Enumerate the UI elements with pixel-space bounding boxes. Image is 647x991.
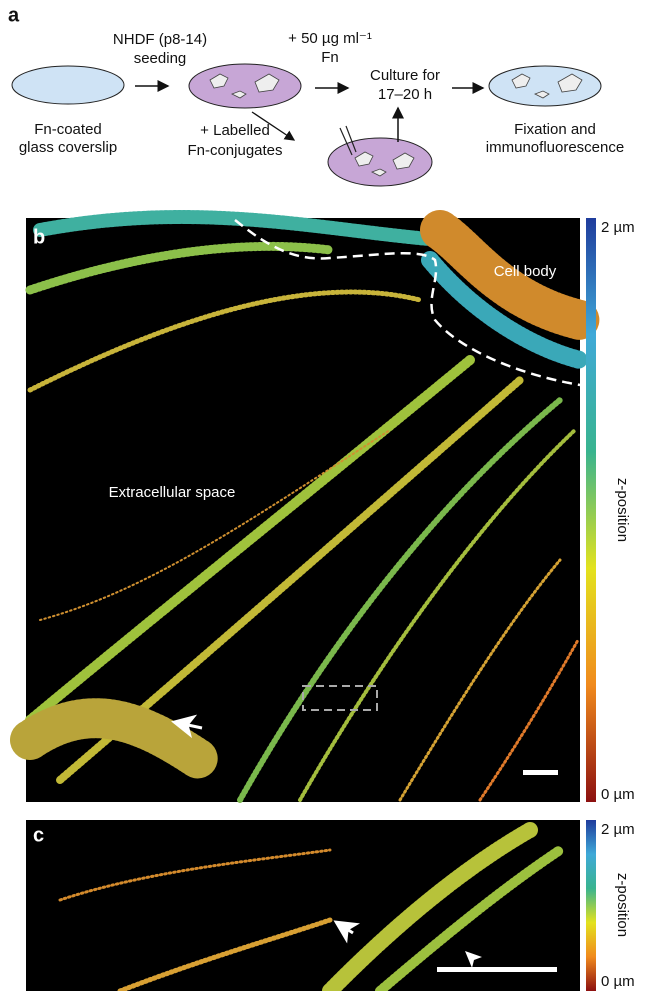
coverslip-dish bbox=[12, 66, 124, 104]
step-text: Fn bbox=[321, 49, 339, 66]
step-text: NHDF (p8-14) bbox=[113, 31, 207, 48]
step-text: immunofluorescence bbox=[486, 139, 624, 156]
panel-label: a bbox=[8, 4, 20, 26]
step-text: + 50 µg ml⁻¹ bbox=[288, 30, 372, 47]
scale-bar bbox=[437, 967, 557, 972]
step-text: Fn-coated bbox=[34, 121, 102, 138]
panel-a: a Fn-coated glass coverslip NHDF (p8-14)… bbox=[8, 4, 624, 186]
panel-b: b Cell body Extracellular space 2 µm 0 µ… bbox=[26, 217, 635, 803]
step-text: + Labelled bbox=[200, 122, 270, 139]
panel-label: b bbox=[33, 226, 45, 248]
step-text: Culture for bbox=[370, 67, 440, 84]
step-text: Fixation and bbox=[514, 121, 596, 138]
colorbar-label: 2 µm bbox=[601, 821, 635, 838]
panel-label: c bbox=[33, 824, 44, 846]
fixed-dish bbox=[489, 66, 601, 106]
step-text: seeding bbox=[134, 50, 187, 67]
figure: a Fn-coated glass coverslip NHDF (p8-14)… bbox=[0, 0, 647, 991]
panel-c: c 2 µm 0 µm z-position bbox=[26, 820, 635, 991]
colorbar bbox=[586, 820, 596, 991]
colorbar-label: 2 µm bbox=[601, 219, 635, 236]
step-text: glass coverslip bbox=[19, 139, 117, 156]
colorbar bbox=[586, 218, 596, 802]
step-text: 17–20 h bbox=[378, 86, 432, 103]
cell-dish bbox=[189, 64, 301, 108]
scale-bar bbox=[523, 770, 558, 775]
region-label: Cell body bbox=[494, 263, 557, 280]
colorbar-label: 0 µm bbox=[601, 973, 635, 990]
colorbar-label: 0 µm bbox=[601, 786, 635, 803]
colorbar-title: z-position bbox=[614, 873, 631, 937]
region-label: Extracellular space bbox=[109, 484, 236, 501]
colorbar-title: z-position bbox=[614, 478, 631, 542]
labelled-dish bbox=[328, 138, 432, 186]
step-text: Fn-conjugates bbox=[187, 142, 282, 159]
